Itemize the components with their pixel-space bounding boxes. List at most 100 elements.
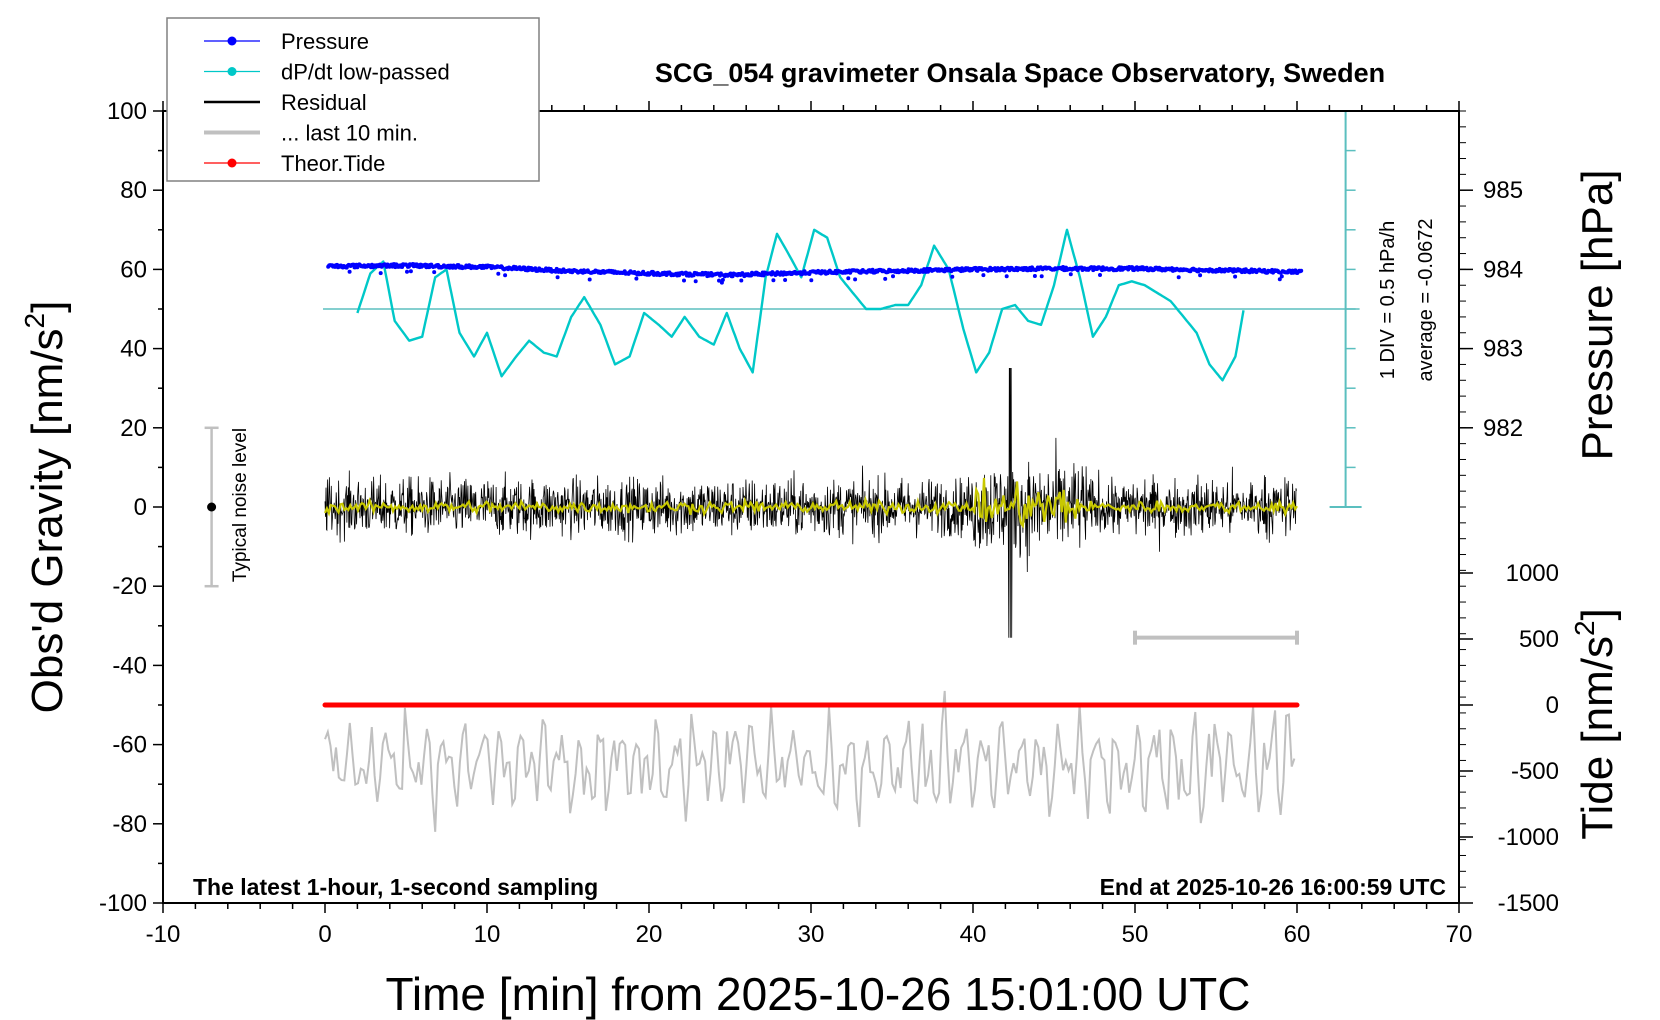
x-tick-label: 40 bbox=[960, 921, 987, 948]
dpdt-series bbox=[356, 228, 1245, 382]
pressure-point bbox=[950, 274, 955, 279]
x-tick-label: -10 bbox=[146, 921, 181, 948]
dpdt-axis bbox=[323, 110, 1362, 508]
legend-label: ... last 10 min. bbox=[281, 121, 418, 146]
last-10-min-series bbox=[324, 690, 1296, 832]
pressure-point bbox=[405, 269, 409, 274]
y-tick-label: 20 bbox=[120, 415, 147, 442]
dpdt-line bbox=[356, 228, 1245, 382]
legend-label: Pressure bbox=[281, 29, 369, 54]
tide-axis-title: Tide [nm/s2] bbox=[1569, 608, 1622, 840]
y-tick-label: 0 bbox=[134, 494, 147, 521]
pressure-point bbox=[846, 276, 851, 281]
residual-line bbox=[324, 367, 1297, 638]
annotations-marks bbox=[204, 426, 1299, 645]
y-tick-label: -60 bbox=[112, 732, 147, 759]
pressure-axis-title: Pressure [hPa] bbox=[1573, 169, 1622, 460]
pressure-point bbox=[1039, 274, 1044, 279]
dpdt-div-label: 1 DIV = 0.5 hPa/h bbox=[1377, 221, 1399, 379]
tide-tick-label: 1000 bbox=[1506, 560, 1559, 587]
y-axis-title-main: Obs'd Gravity [nm/s bbox=[23, 328, 72, 713]
pressure-point bbox=[555, 275, 560, 280]
y-tick-label: -20 bbox=[112, 573, 147, 600]
legend-label: dP/dt low-passed bbox=[281, 60, 450, 85]
x-tick-label: 70 bbox=[1446, 921, 1473, 948]
tide-axis-title-end: ] bbox=[1573, 608, 1622, 620]
legend: Pressure dP/dt low-passed Residual ... last… bbox=[166, 17, 540, 182]
pressure-point bbox=[1032, 274, 1037, 278]
residual-smoothed-series bbox=[323, 477, 1298, 529]
pressure-point bbox=[981, 273, 986, 278]
x-tick-label: 0 bbox=[318, 921, 331, 948]
pressure-point bbox=[1198, 273, 1203, 278]
y-tick-label: 60 bbox=[120, 256, 147, 283]
y-tick-label: -100 bbox=[99, 890, 147, 917]
pressure-point bbox=[739, 278, 744, 283]
x-tick-label: 10 bbox=[474, 921, 501, 948]
pressure-point bbox=[1299, 268, 1304, 273]
pressure-point bbox=[771, 278, 776, 283]
pressure-point bbox=[883, 276, 888, 281]
legend-label: Residual bbox=[281, 90, 367, 115]
dpdt-average-label: average = -0.0672 bbox=[1415, 219, 1437, 382]
pressure-tick-label: 982 bbox=[1483, 415, 1523, 442]
y-axis-title: Obs'd Gravity [nm/s2] bbox=[19, 301, 72, 714]
legend-box bbox=[166, 17, 540, 182]
noise-level-label: Typical noise level bbox=[230, 428, 251, 582]
pressure-point bbox=[717, 278, 721, 283]
pressure-point bbox=[1277, 277, 1282, 282]
legend-marker bbox=[227, 158, 237, 168]
residual-smoothed-line bbox=[323, 477, 1298, 529]
pressure-point bbox=[853, 277, 858, 282]
y-tick-label: -40 bbox=[112, 652, 147, 679]
last-10-min-line bbox=[324, 690, 1296, 832]
pressure-tick-label: 983 bbox=[1483, 336, 1523, 363]
legend-label: Theor.Tide bbox=[281, 151, 385, 176]
chart-title: SCG_054 gravimeter Onsala Space Observat… bbox=[655, 58, 1385, 88]
tide-axis-title-main: Tide [nm/s bbox=[1573, 636, 1622, 840]
legend-marker bbox=[227, 67, 237, 76]
pressure-point bbox=[378, 271, 383, 276]
tide-tick-label: 500 bbox=[1519, 626, 1559, 653]
pressure-tick-label: 984 bbox=[1483, 256, 1523, 283]
pressure-point bbox=[408, 269, 413, 274]
noise-level-dot bbox=[207, 502, 217, 512]
tide-tick-label: -1000 bbox=[1498, 824, 1559, 851]
pressure-point bbox=[718, 271, 723, 276]
pressure-tick-label: 985 bbox=[1483, 177, 1523, 204]
pressure-point bbox=[1233, 274, 1238, 279]
pressure-point bbox=[347, 269, 352, 274]
x-axis-title: Time [min] from 2025-10-26 15:01:00 UTC bbox=[386, 968, 1251, 1020]
y-tick-label: -80 bbox=[112, 811, 147, 838]
end-time-note: End at 2025-10-26 16:00:59 UTC bbox=[1100, 874, 1446, 900]
pressure-point bbox=[587, 277, 592, 282]
pressure-series bbox=[326, 262, 1304, 285]
axes: -10 0 10 20 30 40 50 60 70100806040200-20-40-60-… bbox=[99, 98, 1559, 948]
pressure-point bbox=[1279, 274, 1284, 279]
pressure-point bbox=[720, 277, 725, 282]
pressure-point bbox=[1176, 275, 1181, 280]
legend-marker bbox=[227, 36, 237, 46]
pressure-point bbox=[432, 270, 437, 275]
pressure-point bbox=[809, 278, 814, 283]
y-axis-title-end: ] bbox=[23, 301, 72, 313]
y-tick-label: 80 bbox=[120, 177, 147, 204]
pressure-point bbox=[783, 278, 788, 282]
pressure-point bbox=[634, 276, 639, 281]
tide-tick-label: -1500 bbox=[1498, 890, 1559, 917]
pressure-point bbox=[682, 278, 686, 283]
pressure-point bbox=[503, 273, 508, 278]
residual-series bbox=[324, 367, 1297, 638]
pressure-point bbox=[496, 271, 501, 276]
y-tick-label: 40 bbox=[120, 336, 147, 363]
sampling-note: The latest 1-hour, 1-second sampling bbox=[193, 874, 598, 900]
x-tick-label: 20 bbox=[636, 921, 663, 948]
x-tick-label: 30 bbox=[798, 921, 825, 948]
tide-tick-label: 0 bbox=[1546, 692, 1559, 719]
tide-axis-title-sup: 2 bbox=[1569, 620, 1600, 636]
pressure-point bbox=[1004, 274, 1009, 279]
y-axis-title-sup: 2 bbox=[19, 313, 50, 329]
pressure-point bbox=[693, 279, 698, 284]
y-tick-label: 100 bbox=[107, 98, 147, 125]
